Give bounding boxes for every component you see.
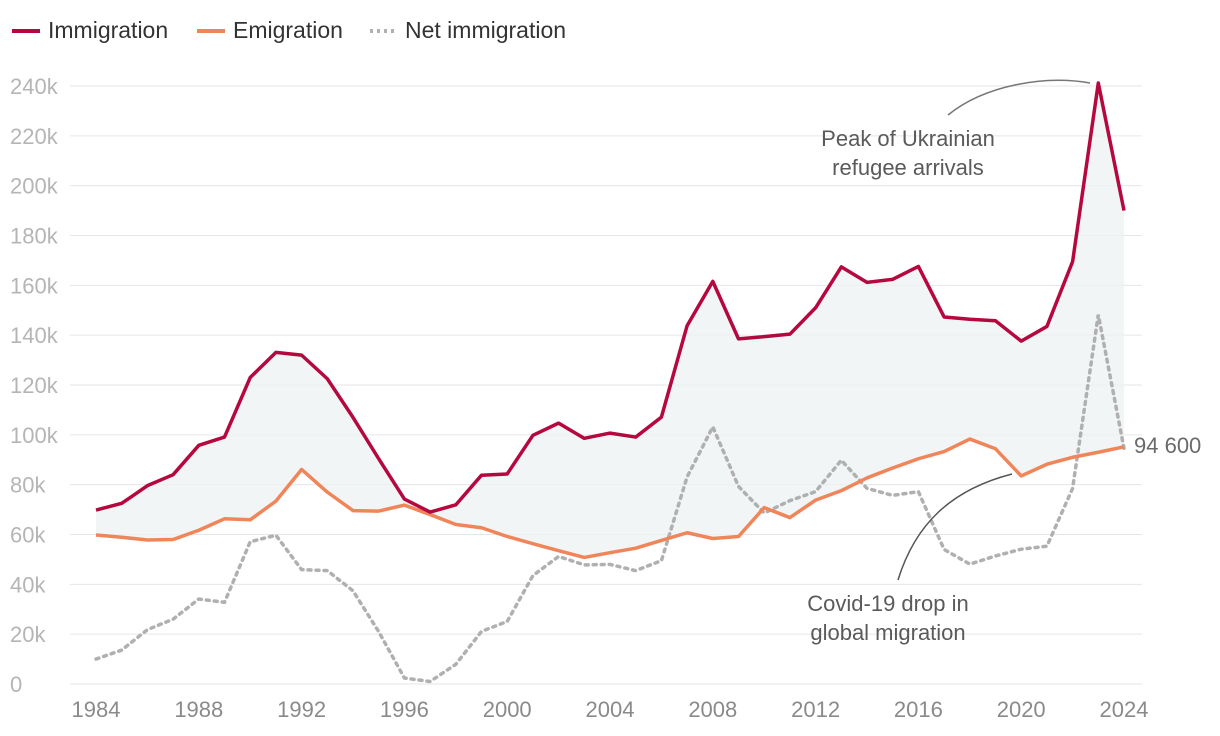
legend: Immigration Emigration Net immigration xyxy=(12,17,566,43)
x-tick-label: 2004 xyxy=(586,697,635,722)
x-tick-label: 1988 xyxy=(174,697,223,722)
annotation-ukraine-line1: Peak of Ukrainian xyxy=(821,126,995,151)
x-tick-label: 2016 xyxy=(894,697,943,722)
y-tick-label: 40k xyxy=(10,572,46,597)
y-tick-label: 160k xyxy=(10,273,59,298)
net-immigration-line xyxy=(94,314,1126,684)
y-tick-label: 140k xyxy=(10,323,59,348)
x-tick-label: 2000 xyxy=(483,697,532,722)
annotation-covid-leader xyxy=(897,473,1013,581)
legend-label-net-immigration: Net immigration xyxy=(405,17,566,43)
legend-label-emigration: Emigration xyxy=(233,17,343,43)
x-tick-label: 2012 xyxy=(791,697,840,722)
immigration-line xyxy=(95,81,1126,514)
x-tick-label: 1992 xyxy=(277,697,326,722)
x-tick-label: 1996 xyxy=(380,697,429,722)
y-tick-label: 200k xyxy=(10,174,59,199)
x-axis-ticks: 1984 1988 1992 1996 2000 2004 2008 2012 2016 2020… xyxy=(72,697,1149,722)
y-tick-label: 80k xyxy=(10,473,46,498)
x-tick-label: 2020 xyxy=(997,697,1046,722)
y-axis-ticks: 0 20k 40k 60k 80k 100k 120k 140k 160k 180k 200k 220… xyxy=(10,74,59,697)
net-immigration-end-label: 94 600 xyxy=(1134,433,1201,458)
x-tick-label: 1984 xyxy=(72,697,121,722)
annotation-covid-line1: Covid-19 drop in xyxy=(807,591,968,616)
x-tick-label: 2024 xyxy=(1100,697,1149,722)
y-tick-label: 120k xyxy=(10,373,59,398)
gap-shaded-area xyxy=(96,83,1124,558)
y-tick-label: 20k xyxy=(10,622,46,647)
y-tick-label: 240k xyxy=(10,74,59,99)
legend-label-immigration: Immigration xyxy=(48,17,168,43)
annotation-ukraine-line2: refugee arrivals xyxy=(832,155,984,180)
y-tick-label: 180k xyxy=(10,224,59,249)
annotation-ukraine-leader xyxy=(947,79,1091,116)
emigration-line xyxy=(95,437,1125,560)
y-tick-label: 220k xyxy=(10,124,59,149)
y-tick-label: 60k xyxy=(10,523,46,548)
x-tick-label: 2008 xyxy=(688,697,737,722)
annotation-covid: Covid-19 drop in global migration xyxy=(807,473,1013,645)
y-tick-label: 0 xyxy=(10,672,22,697)
annotation-ukraine: Peak of Ukrainian refugee arrivals xyxy=(821,79,1091,180)
y-tick-label: 100k xyxy=(10,423,59,448)
gridlines xyxy=(70,85,1142,685)
annotation-covid-line2: global migration xyxy=(810,620,965,645)
